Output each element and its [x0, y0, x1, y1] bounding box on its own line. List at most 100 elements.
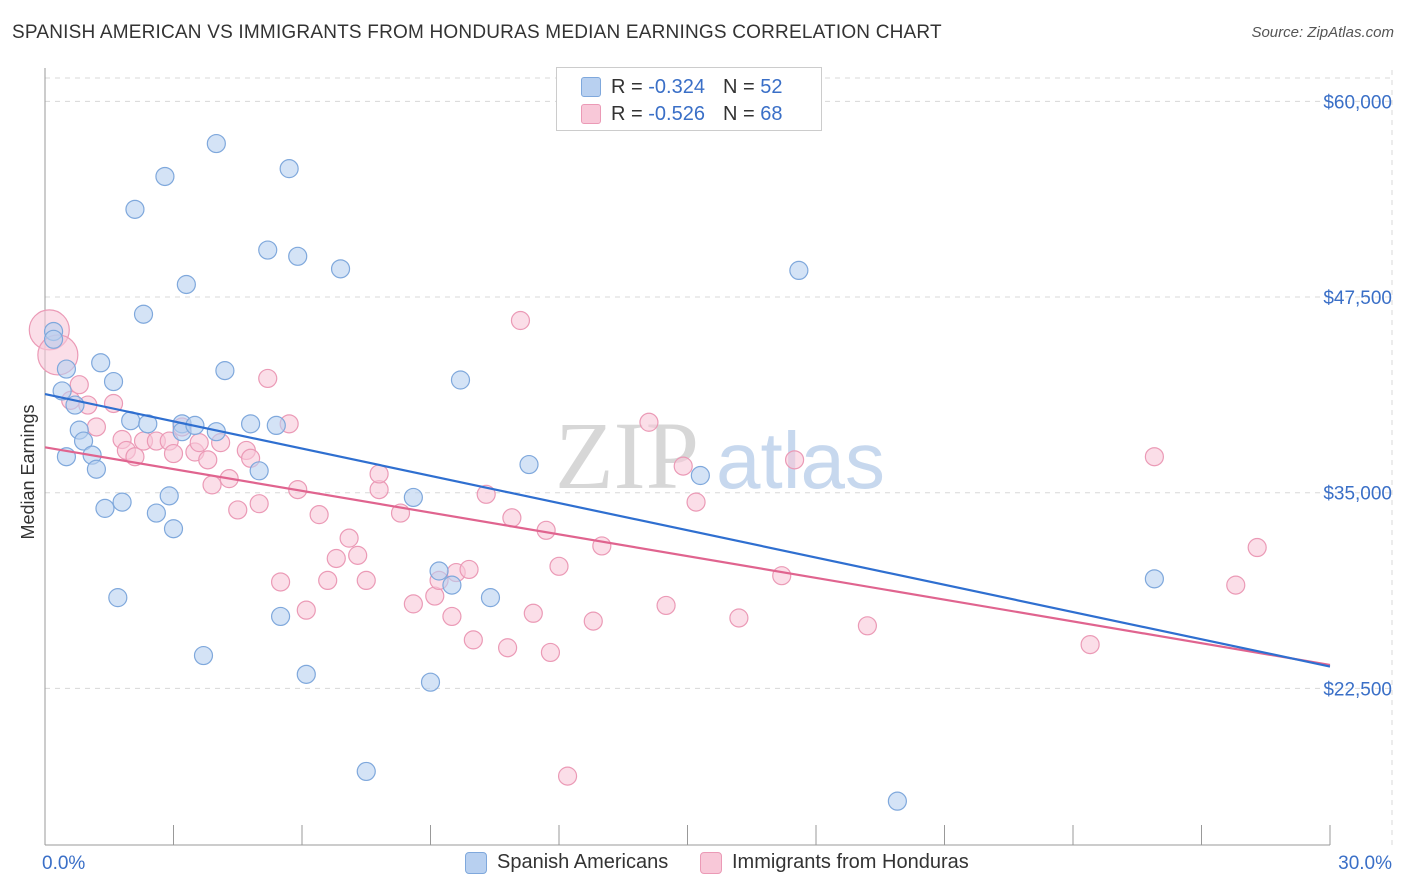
legend-n-value: 68	[760, 102, 783, 125]
spanish-point	[480, 588, 501, 608]
honduras-point	[326, 548, 346, 569]
spanish-point	[330, 259, 351, 279]
x-tick-label-min: 0.0%	[42, 853, 85, 874]
legend-r-label: R =	[611, 102, 643, 125]
honduras-point	[309, 505, 329, 525]
spanish-point	[288, 246, 308, 266]
legend-n-label: N =	[722, 75, 755, 98]
honduras-point	[202, 475, 222, 495]
honduras-point	[348, 545, 368, 565]
spanish-point	[73, 431, 94, 451]
honduras-point	[369, 464, 389, 484]
honduras-point	[498, 638, 518, 658]
legend: R = -0.324 N = 52 R = -0.526 N = 68	[556, 67, 822, 131]
spanish-point	[296, 664, 316, 684]
honduras-point	[403, 594, 423, 614]
legend-n-label: N =	[722, 102, 755, 125]
spanish-point	[163, 519, 184, 539]
honduras-point	[510, 310, 531, 331]
honduras-point	[729, 608, 749, 628]
spanish-trend-line	[44, 393, 1331, 668]
honduras-point	[1247, 537, 1267, 558]
honduras-point	[1144, 447, 1164, 467]
honduras-point	[69, 375, 89, 395]
honduras-point	[557, 766, 578, 786]
honduras-point	[258, 368, 278, 389]
honduras-point	[1080, 634, 1100, 655]
honduras-point	[339, 528, 359, 548]
honduras-point	[540, 642, 561, 663]
watermark: ZIP atlas	[555, 402, 885, 509]
honduras-point	[476, 484, 496, 504]
spanish-point	[690, 465, 710, 486]
watermark-zip: ZIP	[555, 402, 699, 509]
bottom-legend-label-spanish: Spanish Americans	[497, 851, 669, 873]
source-label: Source: ZipAtlas.com	[1251, 24, 1394, 41]
spanish-point	[159, 486, 179, 506]
honduras-point	[1226, 575, 1246, 595]
spanish-point	[86, 459, 107, 479]
spanish-point	[258, 240, 278, 260]
spanish-point	[241, 414, 261, 434]
spanish-point	[206, 133, 226, 154]
honduras-point	[857, 616, 878, 636]
honduras-trend-line	[44, 446, 1331, 667]
bottom-legend: Spanish Americans Immigrants from Hondur…	[0, 851, 1406, 877]
y-tick-label: $22,500	[1323, 679, 1392, 700]
spanish-point	[91, 353, 111, 373]
honduras-point	[459, 559, 479, 580]
series-spanish-points	[43, 133, 1164, 811]
honduras-point	[228, 500, 248, 520]
chart-title: SPANISH AMERICAN VS IMMIGRANTS FROM HOND…	[12, 22, 942, 43]
honduras-point	[583, 611, 603, 631]
legend-r-value: -0.324	[648, 75, 705, 98]
spanish-point	[403, 487, 423, 508]
spanish-point	[356, 761, 376, 782]
honduras-point	[356, 570, 376, 591]
spanish-point	[789, 260, 809, 281]
bottom-legend-honduras: Immigrants from Honduras	[700, 851, 969, 874]
legend-swatch-spanish	[581, 77, 601, 97]
legend-swatch-honduras	[581, 104, 601, 124]
honduras-point	[463, 630, 483, 650]
honduras-point	[656, 595, 676, 616]
legend-row-honduras: R = -0.526 N = 68	[581, 102, 782, 126]
spanish-point	[56, 359, 77, 379]
honduras-point	[249, 494, 269, 514]
spanish-point	[249, 461, 269, 481]
honduras-point	[772, 566, 792, 586]
honduras-point	[673, 456, 693, 476]
series-honduras-points	[28, 309, 1267, 786]
bottom-legend-label-honduras: Immigrants from Honduras	[732, 851, 969, 873]
spanish-point	[420, 672, 441, 692]
trend-lines	[44, 393, 1331, 668]
y-tick-label: $47,500	[1323, 288, 1392, 309]
honduras-point	[784, 450, 805, 470]
honduras-point	[296, 600, 316, 620]
spanish-point	[429, 561, 449, 581]
spanish-point	[146, 503, 166, 523]
honduras-point	[549, 556, 569, 576]
y-tick-label: $35,000	[1323, 484, 1392, 505]
honduras-point	[639, 412, 659, 432]
honduras-point	[198, 450, 218, 470]
spanish-point	[193, 645, 214, 666]
tick-labels: $22,500 $35,000 $47,500 $60,000 0.0% 30.0%	[42, 92, 1392, 874]
spanish-point	[52, 381, 72, 401]
spanish-point	[279, 159, 299, 179]
honduras-point	[502, 508, 522, 528]
spanish-point	[176, 274, 196, 295]
honduras-point	[523, 603, 543, 623]
bottom-legend-swatch-honduras	[700, 851, 722, 874]
spanish-point	[1144, 569, 1164, 589]
honduras-point	[686, 492, 706, 512]
bottom-legend-spanish: Spanish Americans	[465, 851, 668, 874]
honduras-point	[86, 417, 107, 437]
spanish-point	[519, 454, 539, 475]
x-tick-label-max: 30.0%	[1338, 853, 1392, 874]
y-tick-label: $60,000	[1323, 92, 1392, 113]
bottom-legend-swatch-spanish	[465, 851, 487, 874]
spanish-point	[155, 166, 175, 187]
honduras-point	[189, 433, 209, 453]
